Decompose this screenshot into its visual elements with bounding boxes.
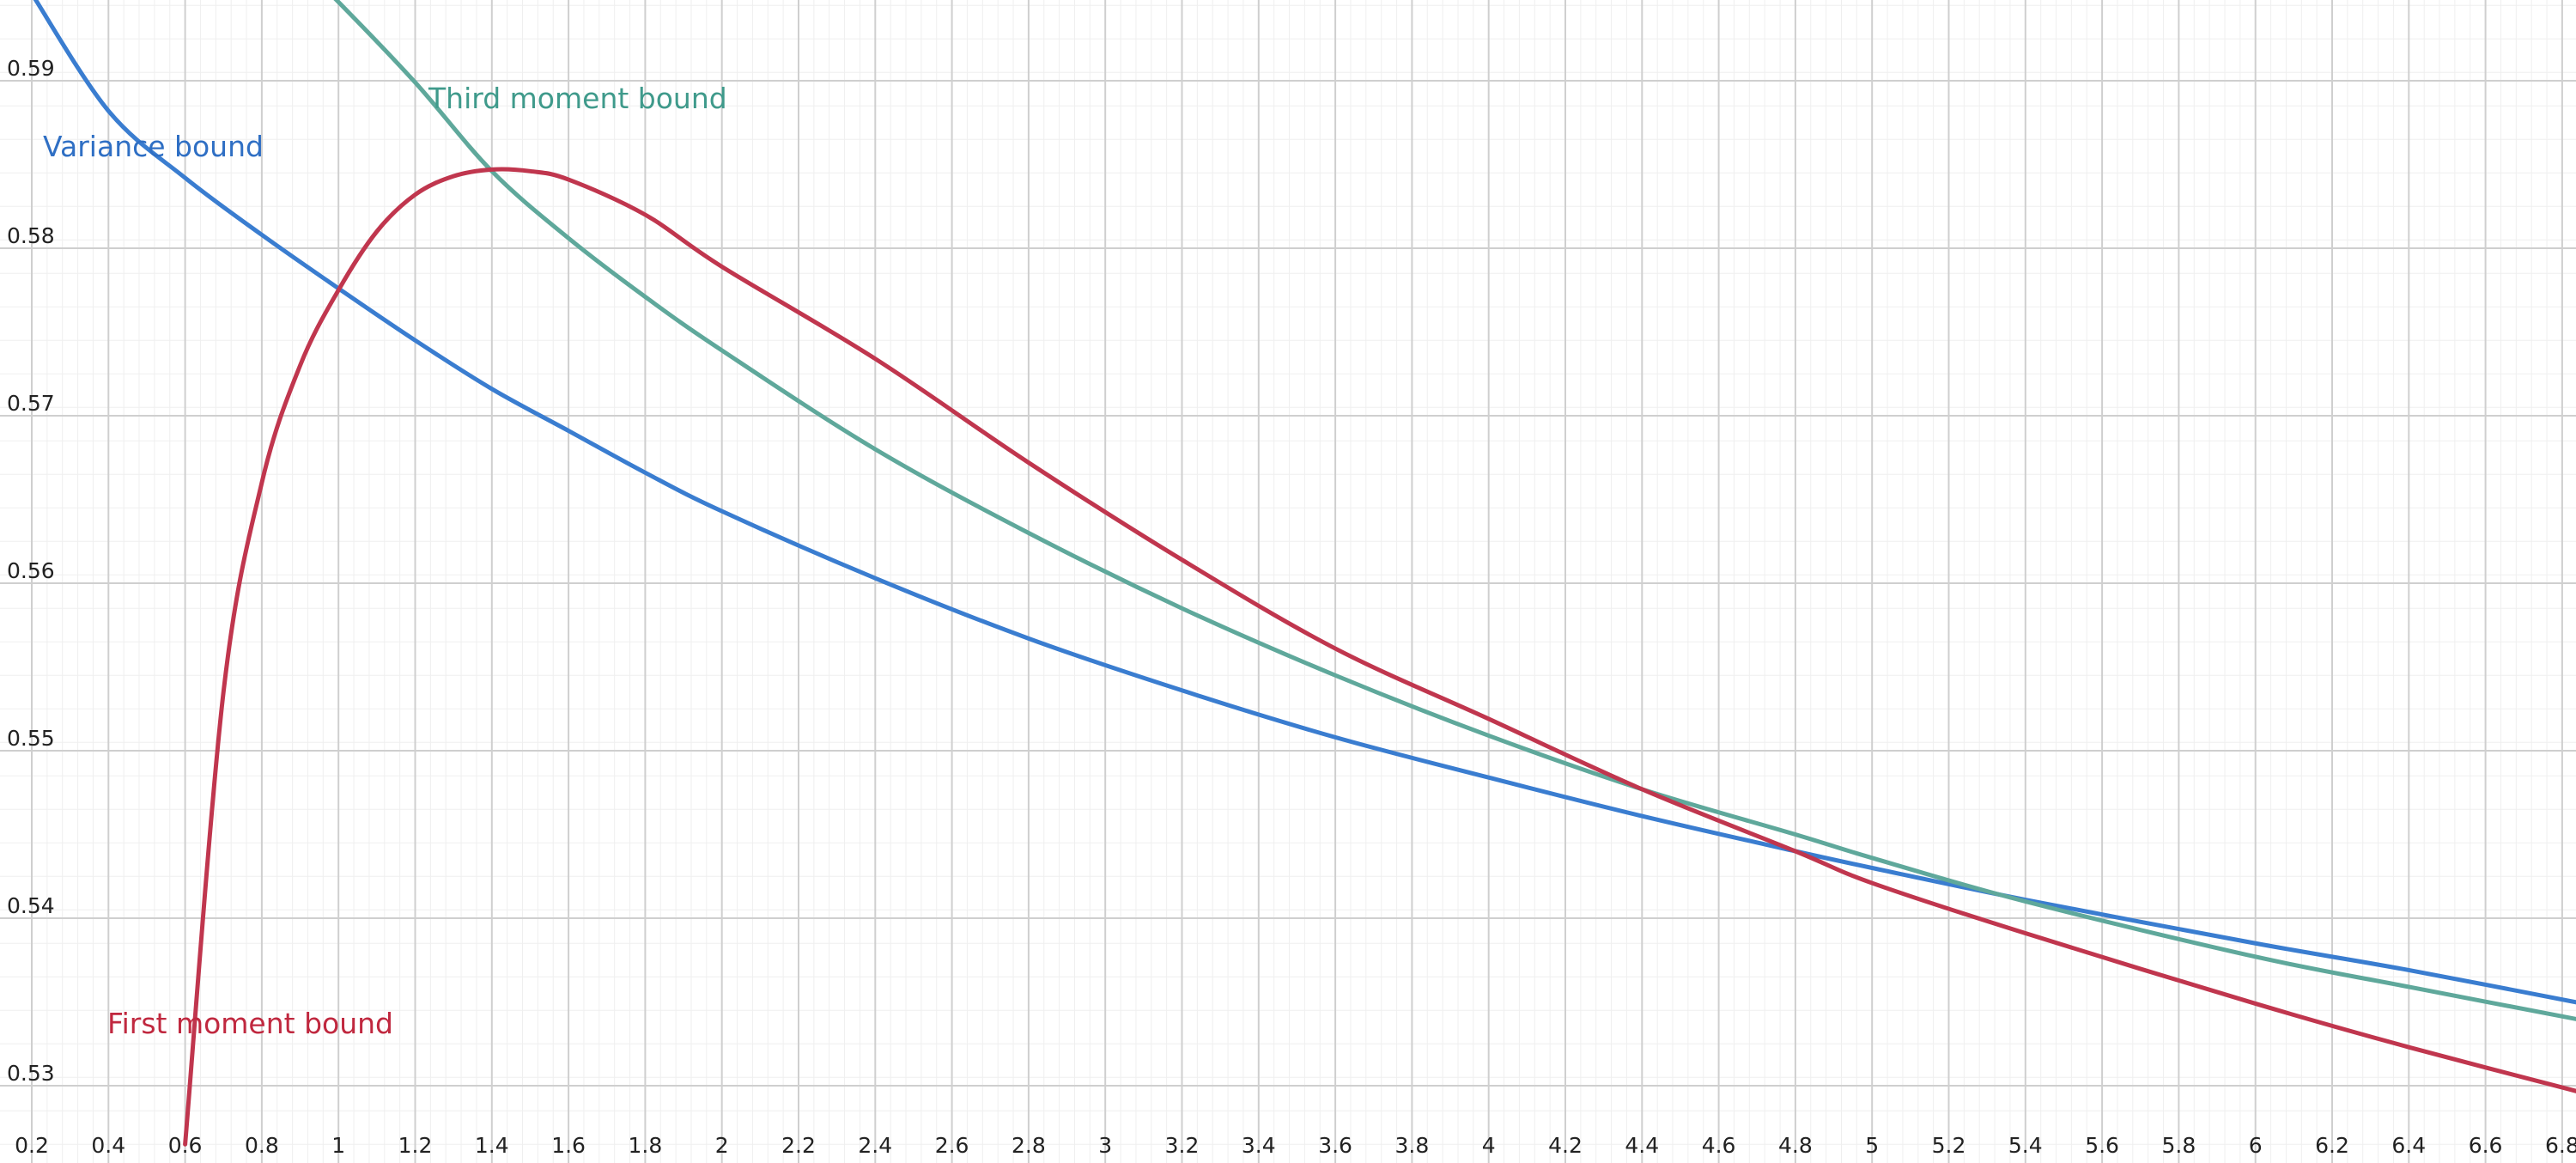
series-layer (33, 0, 2576, 1147)
x-tick-label: 6.4 (2391, 1133, 2426, 1158)
x-axis-ticks: 0.2 0.4 0.6 0.8 1 1.2 1.4 1.6 1.8 2 2.2 2.4 2.6 2.8 3 3… (15, 1133, 2576, 1158)
x-tick-label: 2.4 (858, 1133, 892, 1158)
x-tick-label: 0.8 (245, 1133, 279, 1158)
y-tick-label: 0.53 (7, 1061, 55, 1086)
x-tick-label: 3.2 (1165, 1133, 1200, 1158)
y-axis-ticks: 0.53 0.54 0.55 0.56 0.57 0.58 0.59 (7, 56, 55, 1086)
y-tick-label: 0.56 (7, 558, 55, 583)
label-variance-bound: Variance bound (43, 130, 264, 163)
x-tick-label: 3 (1098, 1133, 1112, 1158)
x-tick-label: 6 (2249, 1133, 2263, 1158)
x-tick-label: 1.8 (629, 1133, 663, 1158)
y-tick-label: 0.54 (7, 893, 55, 918)
x-tick-label: 0.6 (168, 1133, 203, 1158)
x-tick-label: 4.8 (1778, 1133, 1813, 1158)
x-tick-label: 3.6 (1318, 1133, 1352, 1158)
label-third-moment-bound: Third moment bound (428, 82, 727, 115)
y-tick-label: 0.55 (7, 726, 55, 751)
x-tick-label: 3.8 (1395, 1133, 1430, 1158)
x-tick-label: 2 (715, 1133, 729, 1158)
x-tick-label: 5 (1865, 1133, 1879, 1158)
x-tick-label: 5.6 (2085, 1133, 2119, 1158)
x-tick-label: 1 (331, 1133, 345, 1158)
y-tick-label: 0.57 (7, 391, 55, 416)
x-tick-label: 2.2 (781, 1133, 816, 1158)
x-tick-label: 0.4 (91, 1133, 125, 1158)
series-line-first-moment-bound (183, 167, 2576, 1147)
x-tick-label: 2.6 (935, 1133, 969, 1158)
x-tick-label: 5.4 (2008, 1133, 2043, 1158)
x-tick-label: 2.8 (1012, 1133, 1046, 1158)
x-tick-label: 5.2 (1932, 1133, 1966, 1158)
x-tick-label: 4.4 (1625, 1133, 1659, 1158)
x-tick-label: 1.6 (551, 1133, 586, 1158)
x-tick-label: 1.4 (475, 1133, 509, 1158)
x-tick-label: 6.8 (2545, 1133, 2576, 1158)
x-tick-label: 4.2 (1548, 1133, 1583, 1158)
series-line-third-moment-bound (333, 0, 2576, 1021)
x-tick-label: 3.4 (1242, 1133, 1276, 1158)
x-tick-label: 6.2 (2315, 1133, 2349, 1158)
label-first-moment-bound: First moment bound (107, 1007, 393, 1040)
x-tick-label: 5.8 (2162, 1133, 2196, 1158)
y-tick-label: 0.58 (7, 223, 55, 248)
x-tick-label: 4 (1482, 1133, 1496, 1158)
x-tick-label: 1.2 (398, 1133, 433, 1158)
curve-labels: Variance bound Third moment bound First mo… (43, 82, 727, 1040)
x-tick-label: 0.2 (15, 1133, 49, 1158)
x-tick-label: 6.6 (2469, 1133, 2503, 1158)
y-tick-label: 0.59 (7, 56, 55, 81)
x-tick-label: 4.6 (1702, 1133, 1736, 1158)
